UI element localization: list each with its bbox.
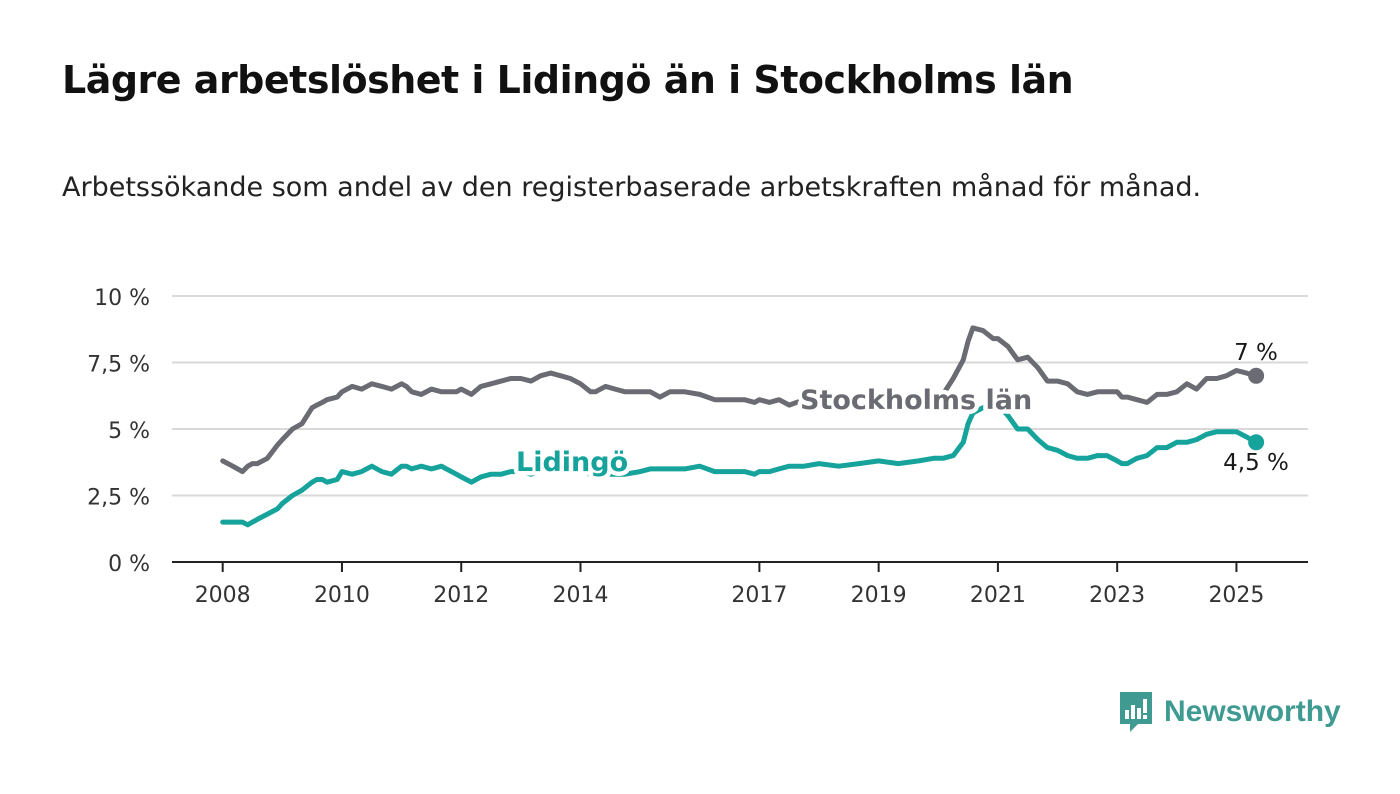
x-tick-label: 2021 bbox=[970, 583, 1026, 608]
bar-chart-speech-bubble-icon bbox=[1120, 692, 1152, 732]
series-label-lidingo: Lidingö bbox=[516, 447, 628, 478]
x-tick-label: 2017 bbox=[731, 583, 787, 608]
series-line-stockholms-lan bbox=[220, 325, 1259, 475]
end-point-lidingo bbox=[1248, 434, 1265, 451]
line-chart: 0 % 2,5 % 5 % 7,5 % 10 % 2008 2010 2012 2014 201… bbox=[87, 286, 1308, 608]
y-tick-label: 2,5 % bbox=[87, 486, 150, 511]
y-tick-label: 7,5 % bbox=[87, 353, 150, 378]
y-tick-label: 5 % bbox=[108, 419, 150, 444]
end-label-lidingo: 4,5 % bbox=[1223, 450, 1289, 476]
end-label-stockholms-lan: 7 % bbox=[1234, 340, 1278, 366]
x-tick-label: 2019 bbox=[851, 583, 907, 608]
y-tick-label: 10 % bbox=[94, 286, 150, 311]
x-tick-label: 2023 bbox=[1089, 583, 1145, 608]
y-tick-label: 0 % bbox=[108, 552, 150, 577]
brand-name: Newsworthy bbox=[1164, 695, 1341, 728]
x-tick-label: 2008 bbox=[195, 583, 251, 608]
x-tick-label: 2014 bbox=[552, 583, 608, 608]
page-title: Lägre arbetslöshet i Lidingö än i Stockh… bbox=[62, 58, 1074, 102]
chart-subtitle: Arbetssökande som andel av den registerb… bbox=[62, 172, 1202, 203]
x-tick-label: 2025 bbox=[1208, 583, 1264, 608]
brand-logo: Newsworthy bbox=[1118, 690, 1341, 734]
end-point-stockholms-lan bbox=[1248, 367, 1265, 384]
x-tick-label: 2010 bbox=[314, 583, 370, 608]
x-tick-label: 2012 bbox=[433, 583, 489, 608]
series-line-lidingo bbox=[220, 402, 1259, 528]
series-label-stockholms-lan: Stockholms län bbox=[800, 385, 1032, 416]
